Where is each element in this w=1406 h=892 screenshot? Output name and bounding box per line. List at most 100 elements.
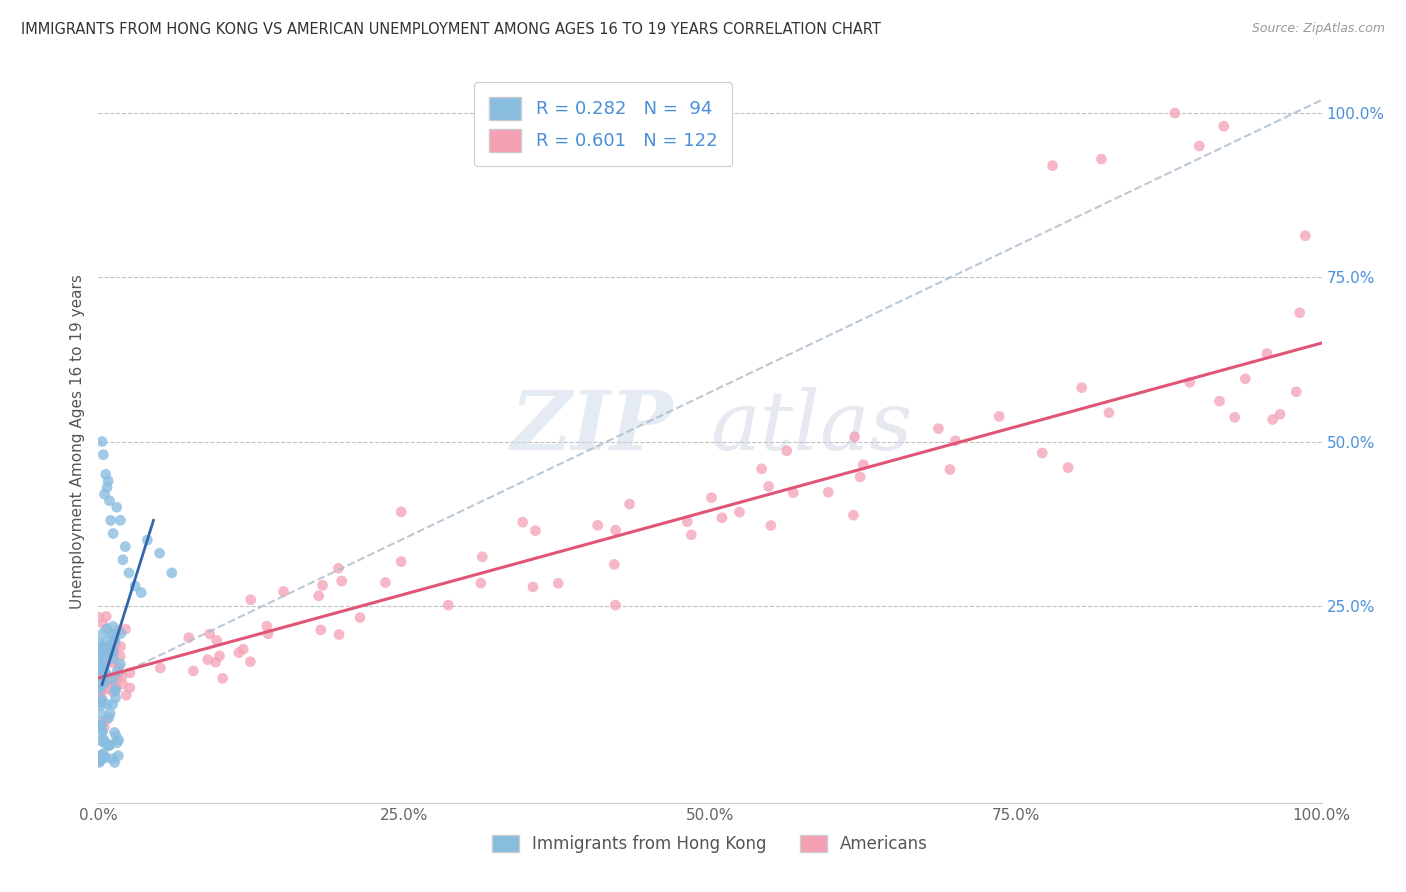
Point bbox=[98, 638, 121, 652]
Point bbox=[470, 576, 492, 591]
Point bbox=[1234, 372, 1257, 386]
Point bbox=[97, 474, 120, 488]
Point bbox=[1090, 152, 1112, 166]
Point bbox=[129, 585, 152, 599]
Point bbox=[91, 648, 114, 663]
Point bbox=[1188, 139, 1211, 153]
Point bbox=[87, 610, 110, 624]
Point bbox=[101, 672, 124, 686]
Point bbox=[1178, 376, 1201, 390]
Point bbox=[91, 617, 114, 632]
Point bbox=[91, 714, 114, 729]
Point bbox=[94, 657, 117, 671]
Point bbox=[94, 641, 117, 656]
Point bbox=[104, 638, 127, 652]
Point bbox=[1268, 407, 1291, 421]
Point bbox=[91, 639, 114, 653]
Point bbox=[91, 692, 114, 706]
Point bbox=[927, 422, 949, 436]
Point bbox=[90, 643, 112, 657]
Point bbox=[228, 646, 250, 660]
Point bbox=[110, 513, 132, 527]
Point bbox=[208, 648, 231, 663]
Point bbox=[103, 756, 125, 770]
Point bbox=[98, 738, 121, 752]
Point bbox=[311, 578, 333, 592]
Point bbox=[89, 753, 111, 767]
Point bbox=[437, 598, 460, 612]
Point bbox=[89, 755, 111, 769]
Point bbox=[89, 681, 111, 695]
Point bbox=[91, 660, 114, 674]
Point bbox=[87, 681, 110, 696]
Point bbox=[114, 622, 136, 636]
Point bbox=[776, 443, 799, 458]
Point bbox=[101, 629, 124, 643]
Point bbox=[1261, 412, 1284, 426]
Point bbox=[1288, 306, 1310, 320]
Point bbox=[93, 747, 115, 761]
Point bbox=[98, 670, 121, 684]
Point bbox=[101, 685, 124, 699]
Point bbox=[94, 751, 117, 765]
Point bbox=[605, 598, 627, 612]
Point bbox=[349, 610, 371, 624]
Point bbox=[232, 642, 254, 657]
Point bbox=[87, 718, 110, 732]
Point bbox=[512, 515, 534, 529]
Point bbox=[852, 458, 875, 472]
Point bbox=[211, 671, 233, 685]
Point bbox=[177, 631, 200, 645]
Point bbox=[89, 656, 111, 670]
Point bbox=[1208, 394, 1230, 409]
Point bbox=[97, 671, 120, 685]
Point bbox=[939, 462, 962, 476]
Point bbox=[97, 647, 120, 661]
Point bbox=[728, 505, 751, 519]
Point bbox=[107, 748, 129, 763]
Point bbox=[110, 626, 132, 640]
Point bbox=[90, 651, 112, 665]
Point bbox=[101, 673, 124, 687]
Point bbox=[98, 675, 121, 690]
Point bbox=[389, 555, 412, 569]
Point bbox=[89, 665, 111, 680]
Point bbox=[93, 677, 115, 691]
Point bbox=[522, 580, 544, 594]
Point bbox=[89, 718, 111, 732]
Point bbox=[111, 553, 134, 567]
Point bbox=[118, 681, 141, 695]
Point bbox=[89, 681, 111, 696]
Point bbox=[273, 584, 295, 599]
Point bbox=[160, 566, 183, 580]
Point bbox=[108, 649, 131, 664]
Point bbox=[817, 485, 839, 500]
Point bbox=[105, 665, 128, 679]
Point bbox=[619, 497, 641, 511]
Point bbox=[108, 667, 131, 681]
Point bbox=[89, 751, 111, 765]
Point bbox=[328, 627, 350, 641]
Point bbox=[90, 647, 112, 661]
Point bbox=[330, 574, 353, 588]
Point bbox=[1285, 384, 1308, 399]
Point bbox=[103, 651, 125, 665]
Point bbox=[149, 661, 172, 675]
Point bbox=[257, 627, 280, 641]
Point bbox=[103, 673, 125, 688]
Point bbox=[710, 510, 733, 524]
Point bbox=[105, 672, 128, 686]
Point bbox=[93, 657, 115, 672]
Point bbox=[700, 491, 723, 505]
Text: Source: ZipAtlas.com: Source: ZipAtlas.com bbox=[1251, 22, 1385, 36]
Point bbox=[90, 733, 112, 747]
Point bbox=[93, 673, 115, 688]
Point bbox=[1212, 120, 1234, 134]
Point bbox=[89, 673, 111, 687]
Point bbox=[328, 561, 350, 575]
Point bbox=[87, 635, 110, 649]
Point bbox=[676, 515, 699, 529]
Point bbox=[98, 706, 121, 721]
Point bbox=[94, 676, 117, 690]
Point bbox=[98, 652, 121, 666]
